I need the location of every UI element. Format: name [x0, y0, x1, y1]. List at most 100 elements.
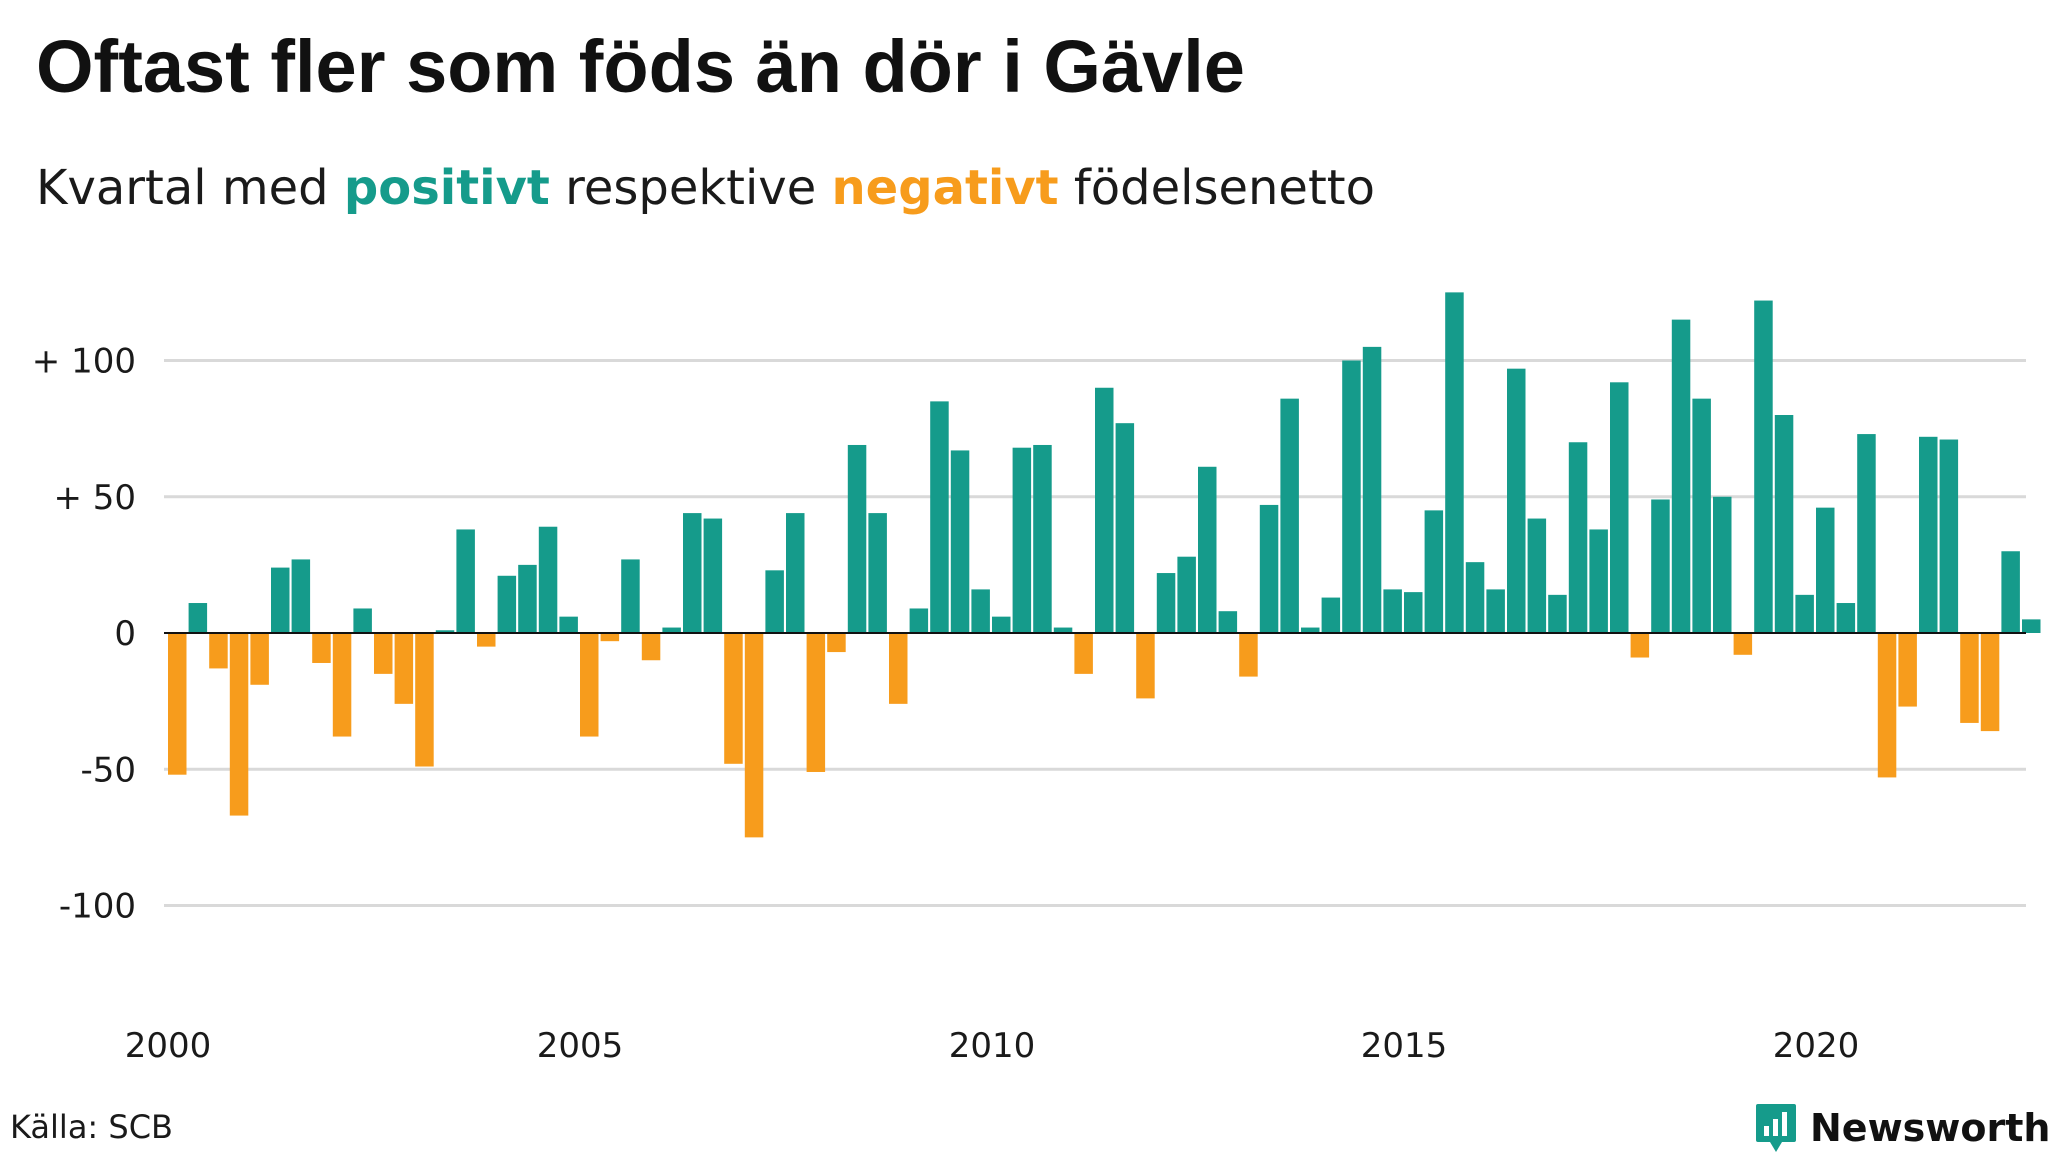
bar-2006K4 — [724, 633, 743, 764]
bar-2002K4 — [394, 633, 414, 704]
bar-2016K2 — [1507, 368, 1526, 633]
brand-name: Newsworthy — [1810, 1106, 2048, 1150]
bar-2009K4 — [971, 589, 990, 633]
bar-2003K3 — [456, 529, 475, 633]
bar-2013K2 — [1259, 504, 1279, 633]
brand-logo: Newsworthy — [1754, 1100, 2048, 1156]
bar-2008K4 — [889, 633, 908, 704]
bar-2022K1 — [1980, 633, 2000, 732]
bar-2008K3 — [868, 513, 887, 633]
bar-2018K3 — [1692, 398, 1711, 633]
bar-2006K3 — [703, 518, 723, 633]
bar-2013K3 — [1280, 398, 1299, 633]
bar-2007K4 — [806, 633, 826, 772]
bar-2015K1 — [1404, 592, 1423, 633]
bar-2020K2 — [1836, 603, 1856, 633]
bar-2014K3 — [1362, 346, 1382, 633]
bar-2014K4 — [1383, 589, 1402, 633]
bar-2001K2 — [271, 567, 290, 633]
bar-2010K3 — [1033, 444, 1052, 633]
bar-2018K1 — [1651, 499, 1670, 633]
bar-2015K3 — [1445, 292, 1464, 633]
bar-2001K1 — [250, 633, 269, 685]
bar-2003K2 — [435, 630, 455, 633]
bar-2022K3 — [2022, 619, 2041, 633]
bar-2011K2 — [1095, 387, 1114, 633]
bar-2001K4 — [312, 633, 331, 663]
bar-2011K4 — [1136, 633, 1155, 699]
bar-2005K4 — [641, 633, 661, 661]
subtitle-middle: respektive — [549, 160, 832, 216]
x-tick-label: 2020 — [1773, 1026, 1860, 1066]
bar-2010K2 — [1012, 447, 1032, 633]
bar-2006K1 — [662, 627, 681, 633]
bar-2017K1 — [1568, 442, 1588, 633]
bar-2012K1 — [1156, 573, 1176, 633]
x-tick-label: 2005 — [537, 1026, 624, 1066]
bar-2019K2 — [1754, 300, 1773, 633]
bar-2004K3 — [538, 526, 558, 633]
y-tick-label: + 50 — [53, 478, 136, 518]
bar-2014K2 — [1342, 360, 1361, 633]
bar-2007K1 — [744, 633, 764, 838]
x-tick-label: 2015 — [1361, 1026, 1448, 1066]
bar-2011K1 — [1074, 633, 1093, 674]
bar-2009K3 — [950, 450, 970, 633]
y-tick-label: + 100 — [32, 342, 136, 382]
newsworthy-logo-icon — [1756, 1104, 1796, 1152]
bar-2010K1 — [992, 616, 1011, 633]
bar-2012K3 — [1198, 466, 1217, 633]
bar-2009K1 — [909, 608, 929, 633]
bar-2002K1 — [332, 633, 352, 737]
bar-2017K3 — [1610, 382, 1629, 633]
bar-2021K4 — [1960, 633, 1979, 723]
bar-2021K3 — [1939, 439, 1959, 633]
subtitle-positive-label: positivt — [343, 160, 550, 216]
bar-2020K3 — [1857, 434, 1876, 633]
subtitle-suffix: födelsenetto — [1058, 160, 1375, 216]
bar-2004K1 — [497, 575, 517, 633]
bar-2012K4 — [1218, 611, 1238, 633]
bar-2016K1 — [1486, 589, 1505, 633]
bar-2018K4 — [1713, 496, 1732, 633]
bar-2015K4 — [1465, 562, 1485, 633]
bar-2022K2 — [2001, 551, 2020, 633]
bar-2003K4 — [477, 633, 496, 647]
bar-2004K4 — [559, 616, 578, 633]
bar-2012K2 — [1177, 556, 1196, 633]
bar-2008K2 — [847, 444, 867, 633]
source-note: Källa: SCB — [10, 1108, 173, 1146]
bar-2000K4 — [229, 633, 249, 816]
x-tick-label: 2010 — [949, 1026, 1036, 1066]
y-axis-ticks: + 100 + 50 0 -50 -100 — [32, 342, 136, 927]
bar-2009K2 — [930, 401, 949, 633]
bar-2005K3 — [621, 559, 640, 633]
bar-2004K2 — [518, 564, 537, 633]
bar-2001K3 — [291, 559, 311, 633]
bar-2021K1 — [1898, 633, 1917, 707]
bar-2010K4 — [1053, 627, 1073, 633]
y-tick-label: -100 — [59, 887, 136, 927]
bar-2002K2 — [353, 608, 372, 633]
bar-2000K1 — [168, 633, 187, 775]
bar-2020K1 — [1816, 507, 1835, 633]
bar-2016K4 — [1548, 594, 1567, 633]
chart-title: Oftast fler som föds än dör i Gävle — [36, 25, 1245, 108]
bar-2000K3 — [209, 633, 228, 669]
bar-2005K2 — [600, 633, 620, 642]
bars — [168, 292, 2041, 838]
bar-2021K2 — [1919, 436, 1938, 633]
bar-2013K4 — [1301, 627, 1320, 633]
bar-2013K1 — [1239, 633, 1258, 677]
bar-2014K1 — [1321, 597, 1341, 633]
bar-2017K2 — [1589, 529, 1608, 633]
bar-2008K1 — [827, 633, 846, 653]
y-tick-label: -50 — [80, 750, 136, 790]
bar-2003K1 — [415, 633, 434, 767]
bar-2016K3 — [1527, 518, 1547, 633]
bar-2019K4 — [1795, 594, 1814, 633]
bar-2017K4 — [1630, 633, 1650, 658]
bar-2002K3 — [374, 633, 393, 674]
x-tick-label: 2000 — [125, 1026, 212, 1066]
